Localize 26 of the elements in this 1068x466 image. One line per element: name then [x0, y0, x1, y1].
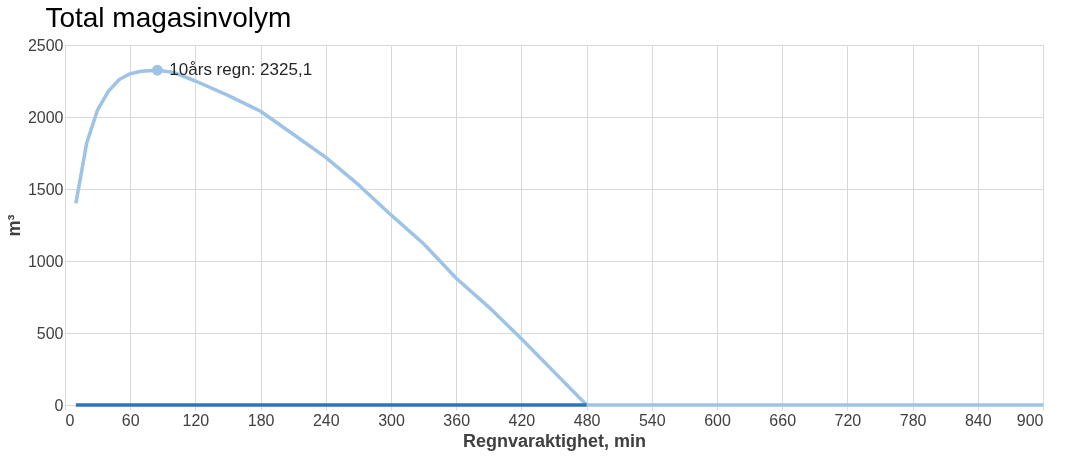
x-tick-label: 120	[182, 411, 210, 429]
x-tick-label: 180	[247, 411, 275, 429]
y-tick-label: 1000	[27, 252, 64, 270]
annotation: 10års regn: 2325,1	[169, 60, 313, 80]
x-tick-label: 720	[834, 411, 862, 429]
x-tick-label: 480	[573, 411, 601, 429]
x-tick-label: 420	[508, 411, 536, 429]
y-tick-label: 0	[54, 396, 64, 414]
x-tick-label: 240	[312, 411, 340, 429]
x-tick-label: 0	[65, 411, 75, 429]
chart-title: Total magasinvolym	[45, 2, 292, 33]
y-tick-label: 500	[36, 324, 64, 342]
y-tick-label: 2500	[27, 36, 64, 54]
x-tick-label: 600	[704, 411, 731, 429]
x-tick-label: 60	[121, 411, 140, 429]
x-tick-label: 300	[378, 411, 405, 429]
x-tick-label: 780	[899, 411, 927, 429]
x-tick-label: 840	[964, 411, 992, 429]
x-tick-label: 660	[769, 411, 797, 429]
y-axis-title: m³	[3, 214, 24, 237]
x-tick-label: 900	[1016, 411, 1044, 429]
x-tick-label: 540	[638, 411, 666, 429]
x-axis-title: Regnvaraktighet, min	[462, 430, 647, 451]
x-tick-label: 360	[443, 411, 471, 429]
y-tick-label: 2000	[27, 108, 64, 126]
y-tick-label: 1500	[27, 180, 64, 198]
